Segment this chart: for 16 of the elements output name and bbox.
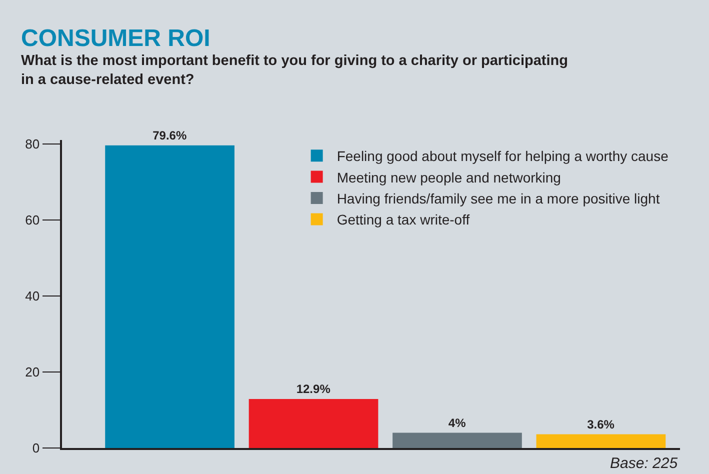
legend-label: Feeling good about myself for helping a worthy cause — [336, 148, 669, 164]
y-tick-label: 0 — [32, 440, 40, 456]
legend-label: Having friends/family see me in a more positive light — [336, 190, 660, 206]
data-label: 79.6% — [152, 128, 187, 142]
data-label: 12.9% — [296, 382, 331, 396]
y-tick-label: 80 — [25, 136, 40, 152]
text: Base: 225 — [610, 455, 678, 472]
y-tick-label: 60 — [25, 212, 40, 228]
chart-title: CONSUMER ROI — [21, 25, 210, 52]
data-label: 4% — [448, 416, 466, 430]
chart-subtitle: What is the most important benefit to you for giving to a charity or participating in a cause-related event? — [21, 53, 568, 88]
legend-label: Getting a tax write-off — [336, 212, 470, 228]
legend-label: Meeting new people and networking — [336, 169, 561, 186]
y-tick-label: 20 — [25, 364, 40, 380]
y-tick-label: 40 — [25, 288, 40, 304]
data-label: 3.6% — [587, 417, 615, 432]
